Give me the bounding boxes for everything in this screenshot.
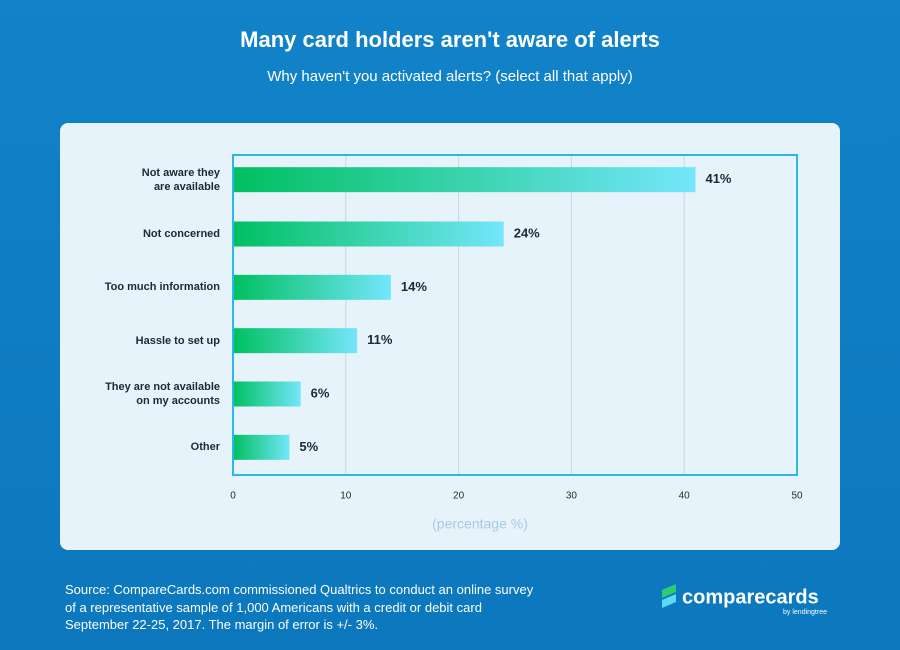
- value-label: 5%: [299, 439, 318, 454]
- category-label: Not concerned: [142, 228, 220, 240]
- x-tick-label: 50: [791, 491, 803, 502]
- bar: [233, 167, 696, 193]
- value-label: 14%: [401, 279, 427, 294]
- logo: comparecards by lendingtree: [662, 584, 827, 616]
- brand-name: comparecards: [682, 586, 819, 608]
- x-tick-label: 0: [230, 491, 236, 502]
- x-tick-label: 20: [453, 491, 465, 502]
- category-label: Hassle to set up: [135, 334, 220, 347]
- value-label: 6%: [311, 385, 330, 400]
- chart-title: Many card holders aren't aware of alerts: [240, 27, 660, 52]
- category-label: Too much information: [104, 281, 220, 294]
- category-label: They are not available on my accounts: [105, 381, 220, 407]
- bar: [233, 434, 290, 460]
- category-label: Other: [190, 441, 220, 454]
- value-label: 41%: [705, 171, 731, 186]
- bar: [233, 328, 358, 354]
- bar: [233, 221, 504, 247]
- bar: [233, 381, 301, 407]
- x-tick-label: 40: [679, 491, 691, 502]
- x-axis-label: (percentage %): [432, 516, 528, 532]
- category-label: Not aware they are available: [141, 166, 220, 193]
- x-tick-label: 10: [340, 491, 352, 502]
- brand-byline: by lendingtree: [783, 609, 827, 616]
- source-note: Source: CompareCards.com commissioned Qu…: [65, 582, 534, 632]
- chart-subtitle: Why haven't you activated alerts? (selec…: [267, 68, 633, 85]
- bar: [233, 274, 391, 300]
- x-tick-label: 30: [566, 491, 578, 502]
- value-label: 11%: [367, 332, 393, 347]
- plot-frame: [232, 154, 798, 476]
- value-label: 24%: [514, 225, 540, 240]
